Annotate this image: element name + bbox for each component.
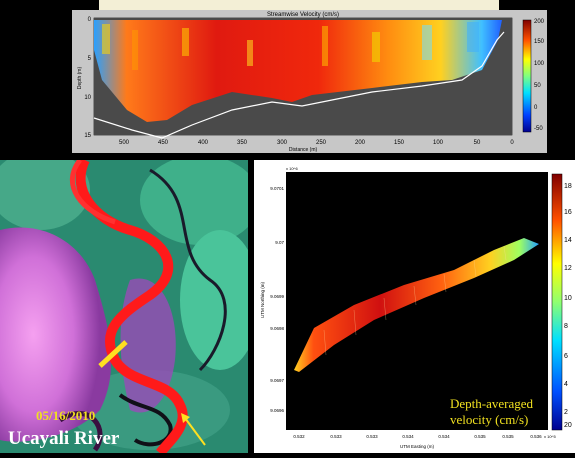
bed-line	[93, 31, 505, 139]
x-tick: 0.533	[366, 434, 378, 439]
y-tick: 0	[88, 17, 92, 23]
y-tick: 9.07	[275, 240, 284, 245]
flow-arrow-icon	[184, 417, 206, 446]
y-tick: 5	[88, 56, 92, 62]
satellite-image	[0, 160, 248, 453]
chart-title: Streamwise Velocity (cm/s)	[267, 12, 339, 18]
colorbar-tick: 0	[534, 105, 538, 111]
x-tick: 350	[237, 140, 248, 146]
x-tick: 0.536	[530, 434, 542, 439]
colorbar	[522, 19, 532, 133]
x-tick: 0.533	[330, 434, 342, 439]
x-tick: 200	[355, 140, 366, 146]
colorbar-tick: -50	[534, 126, 543, 132]
y-tick: 15	[84, 133, 91, 139]
x-tick: 400	[198, 140, 209, 146]
colorbar-tick: 150	[534, 39, 545, 45]
y-tick: 10	[84, 95, 91, 101]
image-date: 05/16/2010	[36, 408, 96, 423]
caption-line-2: velocity (cm/s)	[450, 412, 529, 427]
colorbar-tick: 20	[564, 422, 572, 429]
x-tick: 150	[394, 140, 405, 146]
colorbar-tick: 50	[534, 83, 541, 89]
y-tick: 9.0696	[270, 408, 284, 413]
caption-line-1: Depth-averaged	[450, 396, 534, 411]
y-axis-label: UTM Northing (m)	[260, 282, 265, 319]
colorbar-tick: 18	[564, 183, 572, 190]
x-tick: 500	[119, 140, 130, 146]
y-exponent: x 10^6	[286, 166, 298, 171]
x-tick: 300	[277, 140, 288, 146]
colorbar	[551, 173, 563, 431]
colorbar-tick: 200	[534, 19, 545, 25]
x-tick: 250	[316, 140, 327, 146]
x-tick: 450	[158, 140, 169, 146]
colorbar-tick: 16	[564, 209, 572, 216]
colorbar-tick: 2	[564, 409, 568, 416]
transect-line	[98, 340, 128, 368]
y-tick: 9.0699	[270, 294, 284, 299]
x-tick: 0.534	[402, 434, 414, 439]
velocity-vectors	[294, 238, 539, 372]
x-exponent: x 10^5	[544, 434, 556, 439]
velocity-section-plot: Streamwise Velocity (cm/s) 0 5 10 15 Dep…	[77, 12, 545, 153]
x-tick: 0	[510, 140, 514, 146]
y-axis-label: Depth (m)	[77, 67, 83, 90]
x-tick: 0.535	[502, 434, 514, 439]
colorbar-tick: 8	[564, 323, 568, 330]
colorbar-tick: 12	[564, 265, 572, 272]
velocity-field	[94, 20, 502, 122]
streamwise-velocity-panel: Streamwise Velocity (cm/s) 0 5 10 15 Dep…	[72, 10, 547, 153]
x-tick: 50	[474, 140, 481, 146]
x-tick: 0.535	[474, 434, 486, 439]
colorbar-tick: 10	[564, 295, 572, 302]
x-tick: 0.532	[293, 434, 305, 439]
colorbar-tick: 4	[564, 381, 568, 388]
y-tick: 9.0701	[270, 186, 284, 191]
colorbar-tick: 14	[564, 237, 572, 244]
colorbar-tick: 100	[534, 61, 545, 67]
depth-averaged-velocity-panel: x 10^6 x 10^5 9.0701 9.07 9.0699 9.0698 …	[254, 160, 575, 453]
y-tick: 9.0698	[270, 326, 284, 331]
colorbar-tick: 6	[564, 353, 568, 360]
river-name-label: Ucayali River	[8, 428, 120, 449]
x-tick: 100	[433, 140, 444, 146]
satellite-image-panel: 05/16/2010 Ucayali River	[0, 160, 248, 453]
x-axis-label: UTM Easting (m)	[400, 444, 435, 449]
y-tick: 9.0697	[270, 378, 284, 383]
depth-averaged-velocity-plot: x 10^6 x 10^5 9.0701 9.07 9.0699 9.0698 …	[260, 166, 572, 449]
x-tick: 0.534	[438, 434, 450, 439]
x-axis-label: Distance (m)	[289, 147, 318, 153]
